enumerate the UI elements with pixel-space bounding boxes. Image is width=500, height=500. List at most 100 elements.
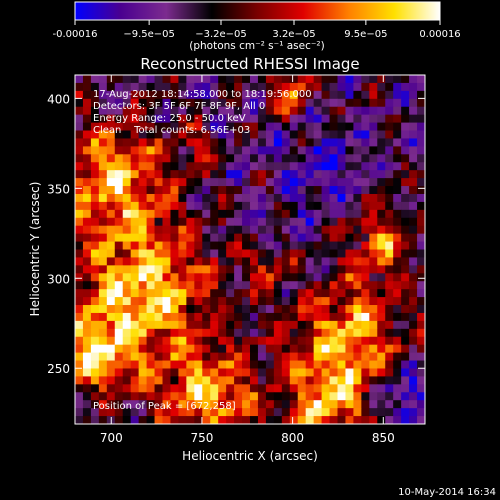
heatmap-cell xyxy=(178,297,187,306)
heatmap-cell xyxy=(138,122,147,131)
heatmap-cell xyxy=(98,408,108,417)
heatmap-cell xyxy=(106,360,116,369)
heatmap-cell xyxy=(106,225,116,235)
heatmap-cell xyxy=(194,225,203,235)
heatmap-cell xyxy=(377,138,386,147)
heatmap-cell xyxy=(297,146,307,155)
heatmap-cell xyxy=(250,241,259,250)
heatmap-cell xyxy=(345,225,354,235)
heatmap-cell xyxy=(393,193,402,203)
heatmap-cell xyxy=(353,82,362,92)
heatmap-cell xyxy=(313,416,322,424)
heatmap-cell xyxy=(82,352,92,361)
heatmap-cell xyxy=(162,209,171,219)
heatmap-cell xyxy=(218,225,227,235)
heatmap-cell xyxy=(75,162,84,171)
heatmap-cell xyxy=(178,257,187,266)
heatmap-cell xyxy=(321,376,330,385)
heatmap-cell xyxy=(114,376,124,385)
heatmap-cell xyxy=(114,249,124,258)
heatmap-cell xyxy=(154,281,163,290)
colorbar-tick-label: 0.00016 xyxy=(419,29,460,40)
heatmap-cell xyxy=(361,344,370,354)
heatmap-cell xyxy=(178,225,187,235)
heatmap-cell xyxy=(178,209,187,219)
heatmap-cell xyxy=(257,90,267,100)
heatmap-cell xyxy=(265,416,275,424)
heatmap-cell xyxy=(337,193,346,203)
heatmap-cell xyxy=(401,90,410,100)
heatmap-cell xyxy=(202,328,211,338)
heatmap-cell xyxy=(154,130,163,139)
heatmap-cell xyxy=(106,352,116,361)
heatmap-cell xyxy=(75,90,84,100)
heatmap-cell xyxy=(234,328,243,338)
heatmap-cell xyxy=(337,75,346,84)
heatmap-cell xyxy=(305,225,315,235)
heatmap-cell xyxy=(210,273,219,282)
heatmap-cell xyxy=(313,273,322,282)
heatmap-cell xyxy=(393,289,402,298)
heatmap-cell xyxy=(417,225,425,235)
y-tick-label: 250 xyxy=(47,362,70,376)
colorbar-tick-label: −3.2e−05 xyxy=(195,29,247,40)
heatmap-cell xyxy=(305,265,315,274)
heatmap-cell xyxy=(297,408,307,417)
heatmap-cell xyxy=(194,360,203,369)
heatmap-cell xyxy=(361,400,370,409)
heatmap-cell xyxy=(234,217,243,227)
heatmap-cell xyxy=(178,289,187,298)
heatmap-cell xyxy=(393,106,402,116)
heatmap-cell xyxy=(75,376,84,385)
heatmap-cell xyxy=(170,75,179,84)
heatmap-cell xyxy=(297,305,307,314)
heatmap-cell xyxy=(281,328,291,338)
heatmap-cell xyxy=(154,400,163,409)
heatmap-cell xyxy=(154,392,163,401)
heatmap-cell xyxy=(234,162,243,171)
heatmap-cell xyxy=(146,225,155,235)
heatmap-cell xyxy=(194,257,203,266)
heatmap-cell xyxy=(250,368,259,377)
heatmap-cell xyxy=(289,352,299,361)
heatmap-cell xyxy=(162,273,171,282)
heatmap-cell xyxy=(377,257,386,266)
heatmap-cell xyxy=(321,170,330,179)
heatmap-cell xyxy=(393,320,402,330)
heatmap-cell xyxy=(226,90,235,100)
heatmap-cell xyxy=(178,170,187,179)
heatmap-cell xyxy=(265,106,275,116)
heatmap-cell xyxy=(186,265,195,274)
heatmap-cell xyxy=(273,305,283,314)
heatmap-cell xyxy=(242,225,251,235)
peak-position-suffix: ] xyxy=(232,401,236,412)
heatmap-cell xyxy=(178,138,187,147)
heatmap-cell xyxy=(297,225,307,235)
heatmap-cell xyxy=(250,289,259,298)
heatmap-cell xyxy=(90,408,100,417)
heatmap-cell xyxy=(385,265,394,274)
heatmap-cell xyxy=(90,376,100,385)
heatmap-cell xyxy=(393,328,402,338)
heatmap-cell xyxy=(361,265,370,274)
heatmap-cell xyxy=(289,416,299,424)
heatmap-cell xyxy=(265,297,275,306)
heatmap-cell xyxy=(234,265,243,274)
heatmap-cell xyxy=(273,162,283,171)
heatmap-cell xyxy=(273,368,283,377)
heatmap-cell xyxy=(226,225,235,235)
heatmap-cell xyxy=(289,193,299,203)
heatmap-cell xyxy=(281,170,291,179)
heatmap-cell xyxy=(329,114,338,123)
heatmap-cell xyxy=(114,241,124,250)
annotation-detectors: Detectors: 3F 5F 6F 7F 8F 9F, All 0 xyxy=(93,101,265,112)
heatmap-cell xyxy=(337,122,346,131)
heatmap-cell xyxy=(409,408,418,417)
heatmap-cell xyxy=(146,305,155,314)
heatmap-cell xyxy=(265,273,275,282)
heatmap-cell xyxy=(297,162,307,171)
heatmap-cell xyxy=(162,344,171,354)
heatmap-cell xyxy=(226,201,235,211)
heatmap-cell xyxy=(385,201,394,211)
heatmap-cell xyxy=(242,106,251,116)
